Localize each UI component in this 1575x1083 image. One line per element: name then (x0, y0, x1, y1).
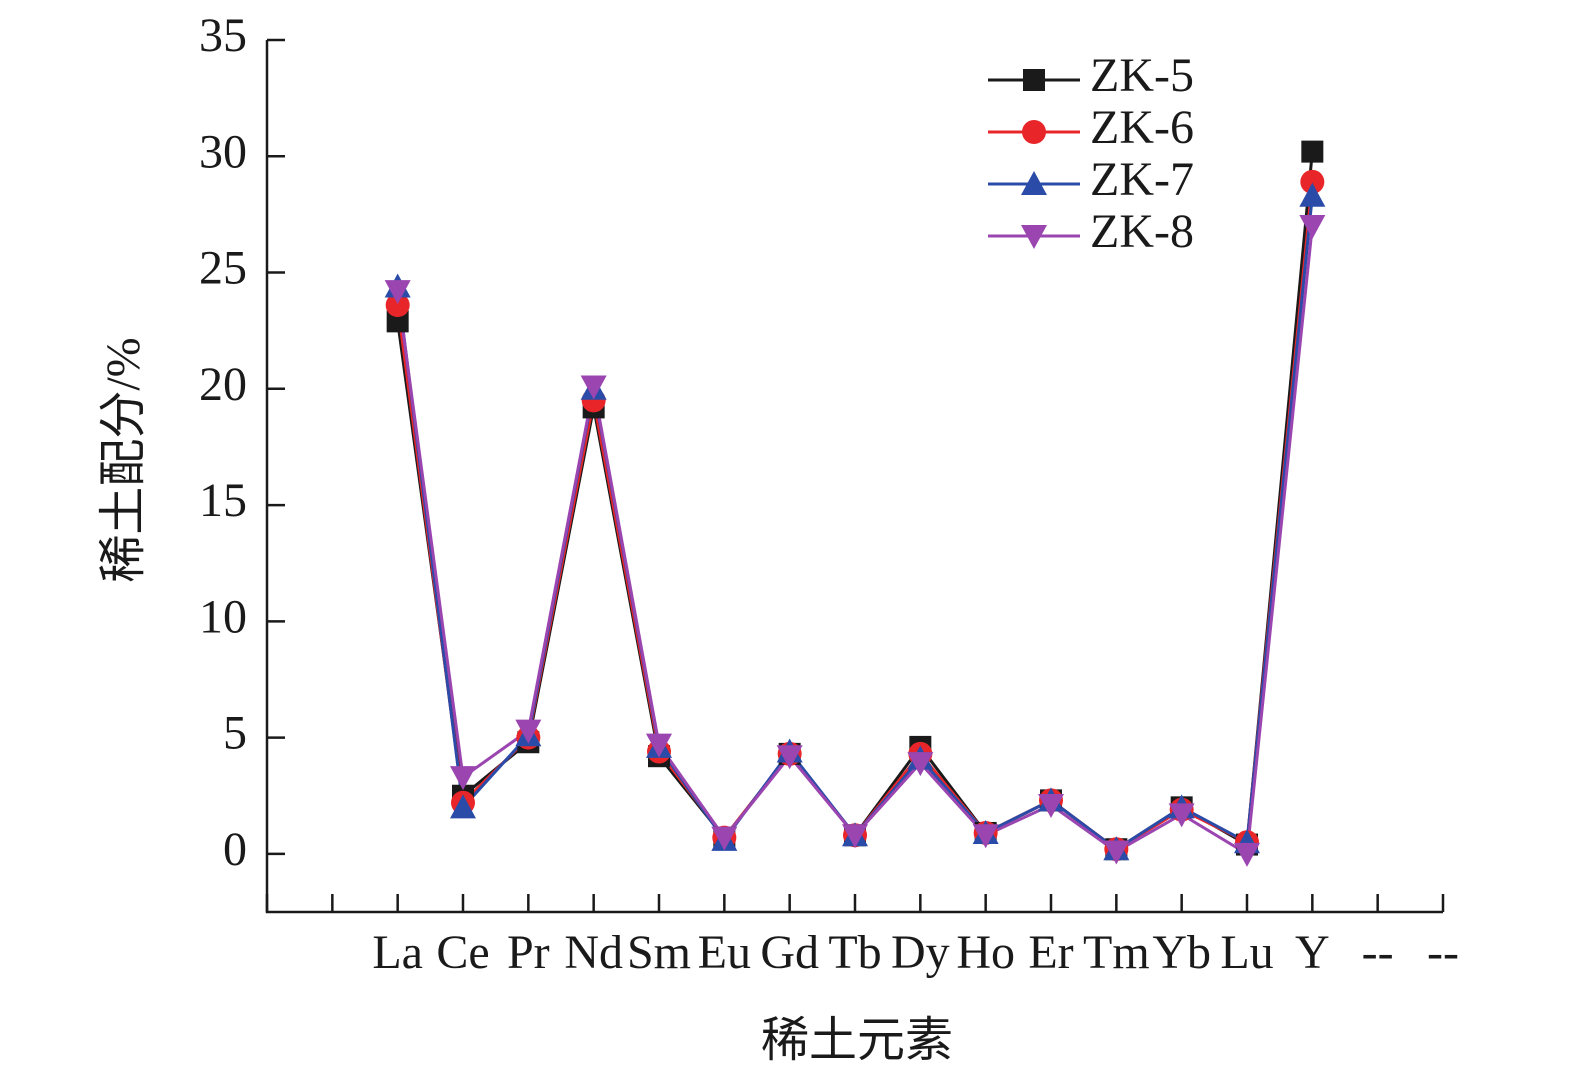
data-point (450, 766, 476, 791)
legend-label: ZK-7 (1090, 153, 1194, 206)
x-tick-label: La (372, 926, 423, 979)
series-line (396, 225, 1314, 857)
data-point (1300, 169, 1325, 194)
data-point (842, 824, 868, 849)
x-tick-label: Yb (1152, 926, 1211, 979)
x-tick-label: Pr (507, 926, 550, 979)
data-point (1168, 803, 1195, 828)
x-tick-label: Gd (760, 926, 819, 979)
x-tick-label: Sm (627, 926, 691, 979)
y-tick-label: 20 (199, 358, 247, 411)
x-tick-label: Ce (436, 926, 489, 979)
x-tick-label: -- (1427, 926, 1459, 979)
y-tick-label: 35 (199, 9, 247, 62)
x-tick-label: Tm (1083, 926, 1150, 979)
data-point (385, 293, 410, 318)
data-point (386, 310, 409, 333)
x-tick-label: Dy (891, 926, 950, 979)
data-point (580, 375, 607, 400)
data-point (450, 794, 476, 819)
legend-marker (1023, 69, 1045, 91)
x-tick-label: Tb (828, 926, 881, 979)
y-tick-label: 10 (199, 590, 247, 643)
x-tick-label: Nd (564, 926, 623, 979)
legend-label: ZK-8 (1090, 205, 1194, 258)
legend-label: ZK-6 (1090, 101, 1194, 154)
data-point (1301, 140, 1324, 163)
data-point (907, 752, 934, 777)
data-point (1038, 794, 1064, 819)
data-point (646, 733, 672, 758)
x-axis-label: 稀土元素 (761, 1014, 953, 1067)
legend-label: ZK-5 (1090, 49, 1194, 102)
x-tick-label: Eu (698, 926, 751, 979)
y-axis-label: 稀土配分/% (97, 337, 150, 582)
x-tick-label: Y (1295, 926, 1330, 979)
axes (265, 40, 1443, 914)
data-point (776, 745, 803, 770)
x-tick-label: Lu (1220, 926, 1273, 979)
y-tick-label: 15 (199, 474, 247, 527)
x-tick-label: Er (1028, 926, 1073, 979)
y-tick-label: 0 (223, 823, 247, 876)
y-tick-label: 5 (223, 707, 247, 760)
x-tick-label: -- (1362, 926, 1394, 979)
data-point (711, 826, 738, 851)
x-tick-label: Ho (956, 926, 1015, 979)
legend-marker (1022, 120, 1046, 144)
data-point (384, 280, 411, 305)
y-tick-label: 25 (199, 242, 247, 295)
data-point (515, 719, 542, 744)
data-point (1234, 842, 1260, 867)
data-point (1299, 182, 1326, 207)
legend-marker (1021, 171, 1047, 195)
data-point (972, 824, 999, 849)
y-tick-label: 30 (199, 125, 247, 178)
data-point (1103, 840, 1130, 865)
data-point (1299, 215, 1326, 240)
legend-marker (1021, 225, 1047, 249)
